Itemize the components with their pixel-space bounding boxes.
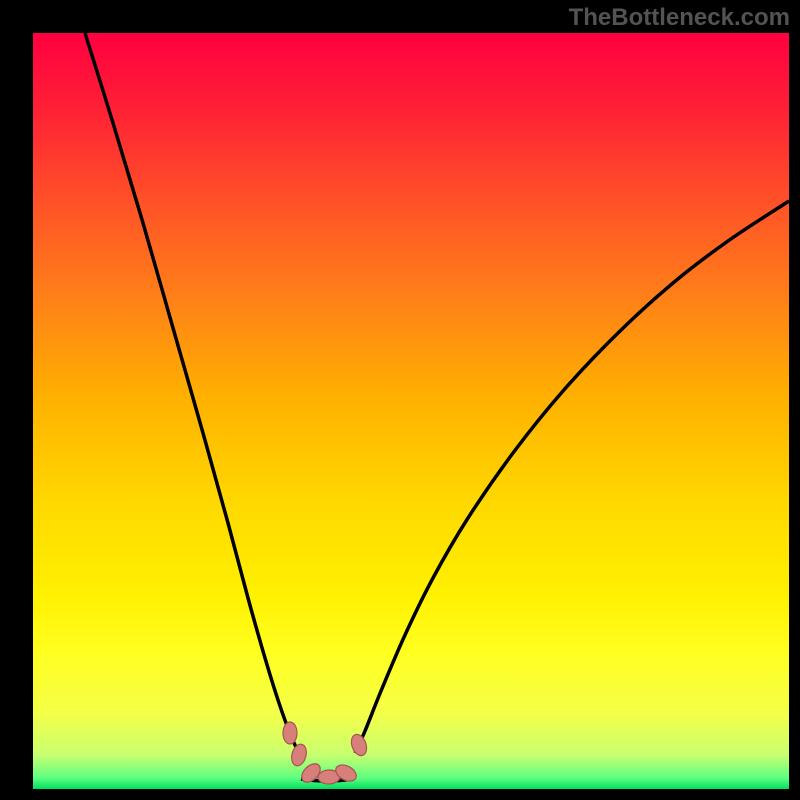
marker-group [283,722,369,786]
curve-marker [289,743,308,768]
curve-marker [349,732,370,757]
canvas: TheBottleneck.com [0,0,800,800]
curve-left-branch [85,33,299,753]
curve-layer [33,33,789,789]
plot-area [33,33,789,789]
curve-marker [283,722,297,744]
curve-right-branch [355,201,789,753]
watermark-text: TheBottleneck.com [569,4,790,32]
